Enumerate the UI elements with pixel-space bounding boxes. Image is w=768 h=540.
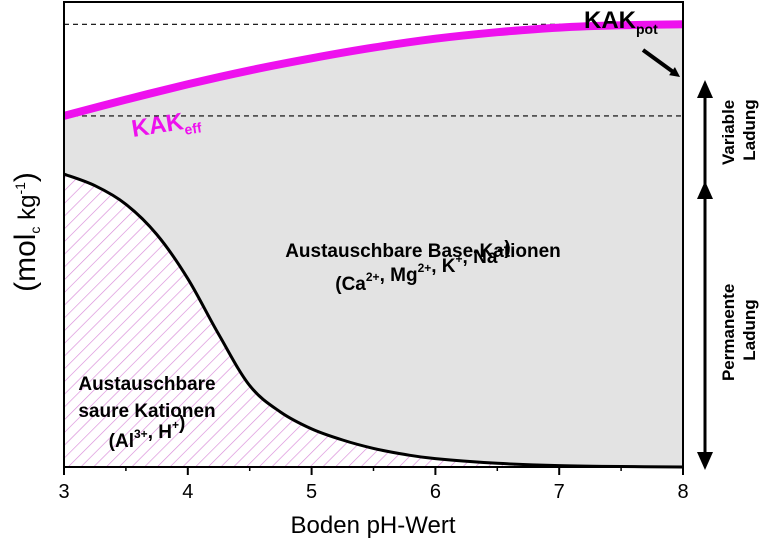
acid-cation-area: [64, 174, 683, 467]
x-tick-label: 3: [58, 481, 69, 503]
svg-text:(molc kg-1): (molc kg-1): [9, 172, 43, 292]
x-tick-label: 7: [554, 481, 565, 503]
kak-pot-label: KAKpot: [584, 7, 658, 37]
x-tick-label: 4: [182, 481, 193, 503]
x-tick-label: 6: [430, 481, 441, 503]
x-axis-title: Boden pH-Wert: [291, 512, 456, 539]
base-cation-title: Austauschbare Base-Kationen: [285, 241, 561, 262]
kak-eff-line: [62, 20, 684, 120]
x-axis-ticks: 3 4 5 6 7 8: [58, 467, 689, 503]
permanent-arrow-down-icon: [697, 452, 713, 470]
variable-charge-bracket: Variable Ladung: [697, 80, 759, 186]
plot-area: [62, 1, 684, 469]
permanent-charge-label: Permanente Ladung: [719, 279, 759, 381]
y-axis-title: (molc kg-1): [9, 172, 43, 292]
base-cation-ions: (Ca2+, Mg2+, K+, Na+): [335, 238, 511, 295]
x-tick-label: 8: [677, 481, 688, 503]
variable-arrow-up-icon: [697, 80, 713, 98]
acid-cation-title-line1: Austauschbare: [78, 374, 215, 395]
acid-cation-title-line2: saure Kationen: [78, 401, 215, 422]
acid-cation-curve: [63, 172, 684, 469]
kak-pot-arrow: [641, 48, 681, 77]
acid-cation-ions: (Al3+, H+): [109, 413, 186, 452]
permanent-charge-bracket: Permanente Ladung: [697, 181, 759, 470]
x-tick-label: 5: [306, 481, 317, 503]
permanent-arrow-mid-icon: [697, 181, 713, 199]
variable-charge-label: Variable Ladung: [719, 95, 759, 165]
